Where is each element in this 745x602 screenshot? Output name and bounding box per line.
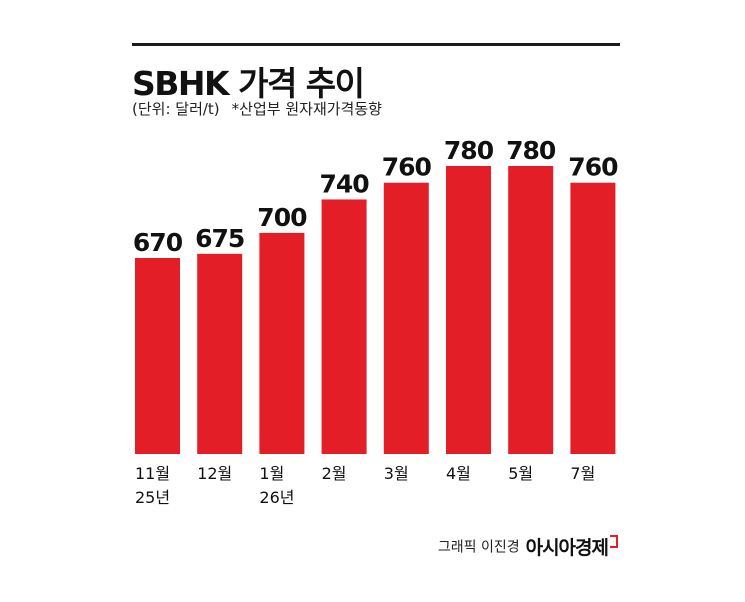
top-rule bbox=[132, 43, 620, 46]
credit-line: 그래픽 이진경 아시아경제 bbox=[438, 533, 618, 560]
value-label-6: 780 bbox=[506, 136, 556, 165]
chart-subtitle: (단위: 달러/t) *산업부 원자재가격동향 bbox=[132, 98, 382, 119]
value-label-4: 760 bbox=[382, 153, 432, 182]
chart-title: SBHK 가격 추이 bbox=[132, 64, 365, 103]
bar-6 bbox=[508, 166, 554, 454]
bar-3 bbox=[321, 199, 367, 454]
category-label-3: 2월 bbox=[322, 464, 347, 483]
category-label-6: 5월 bbox=[508, 464, 533, 483]
graphic-credit: 그래픽 이진경 bbox=[437, 539, 520, 556]
bar-7 bbox=[570, 182, 616, 454]
bar-0 bbox=[135, 258, 180, 454]
unit-note: (단위: 달러/t) bbox=[132, 100, 220, 118]
category-label-0: 11월 25년 bbox=[135, 464, 170, 507]
category-label-5: 4월 bbox=[446, 464, 471, 483]
category-label-2: 1월 26년 bbox=[259, 464, 294, 507]
value-label-3: 740 bbox=[320, 169, 370, 198]
bar-4 bbox=[383, 182, 429, 454]
value-label-7: 760 bbox=[568, 153, 618, 182]
value-label-5: 780 bbox=[444, 136, 494, 165]
category-label-7: 7월 bbox=[570, 464, 595, 483]
source-note: *산업부 원자재가격동향 bbox=[231, 100, 382, 118]
value-label-1: 675 bbox=[195, 224, 244, 253]
category-label-4: 3월 bbox=[384, 464, 409, 483]
brand-mark-icon bbox=[610, 535, 618, 548]
bar-5 bbox=[446, 166, 491, 454]
category-label-1: 12월 bbox=[197, 464, 232, 483]
bar-1 bbox=[197, 253, 243, 454]
bar-2 bbox=[259, 232, 305, 454]
value-label-0: 670 bbox=[133, 228, 183, 257]
brand-logo-text: 아시아경제 bbox=[525, 537, 609, 559]
value-label-2: 700 bbox=[257, 203, 307, 232]
